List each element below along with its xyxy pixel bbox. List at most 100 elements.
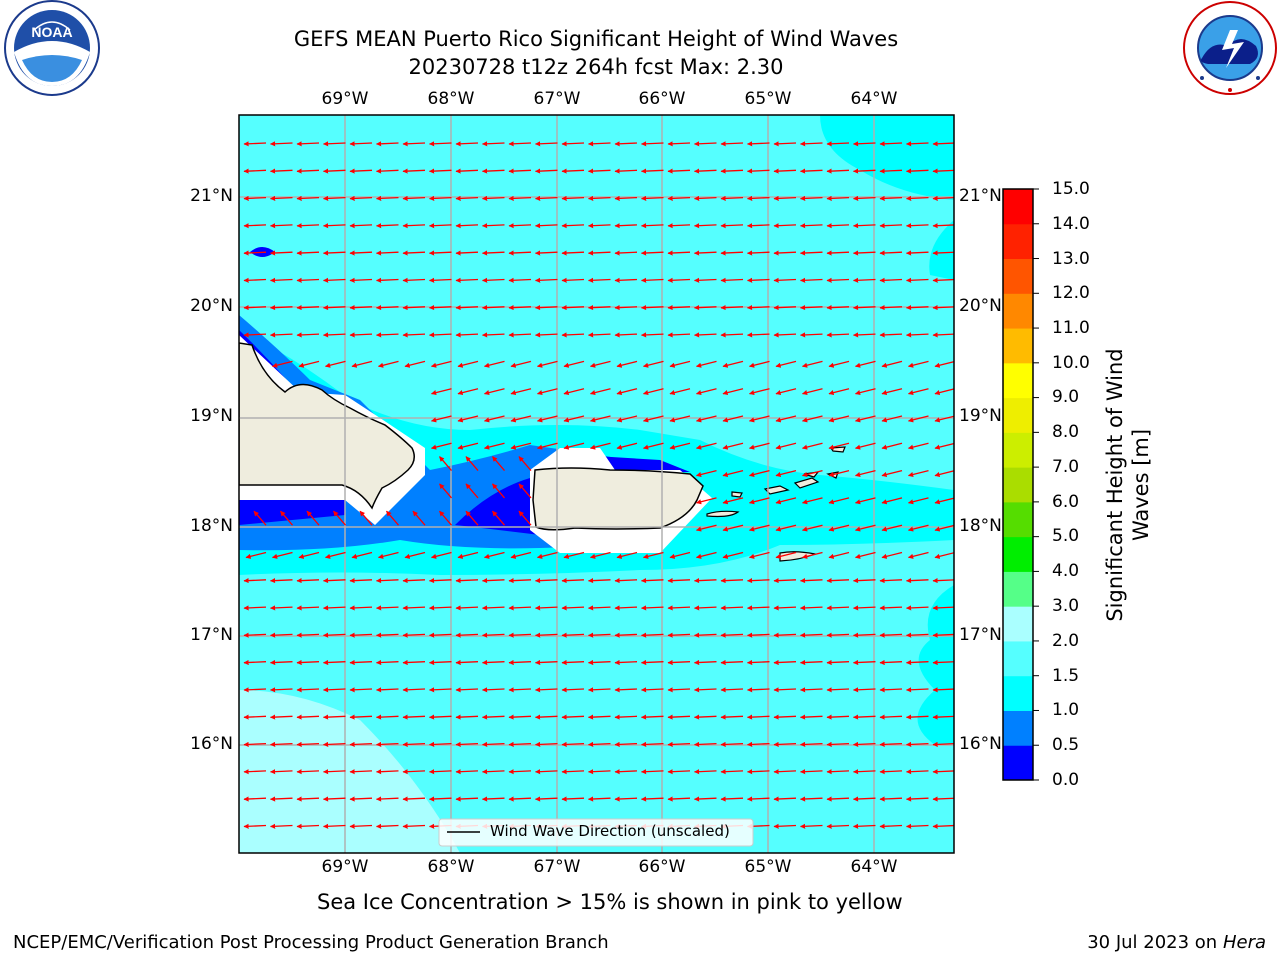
wind-wave-arrow xyxy=(642,442,664,450)
wind-wave-arrow xyxy=(296,823,320,829)
wind-wave-arrow xyxy=(826,823,850,829)
wind-wave-arrow xyxy=(508,250,532,256)
wind-wave-arrow xyxy=(269,659,293,666)
wind-wave-arrow xyxy=(799,195,823,201)
wind-wave-arrow xyxy=(402,741,426,747)
wind-wave-arrow xyxy=(269,332,293,338)
wind-wave-arrow xyxy=(614,168,638,174)
wind-wave-arrow xyxy=(826,714,850,720)
wind-wave-arrow xyxy=(428,605,452,611)
wind-wave-arrow xyxy=(746,741,770,747)
wind-wave-arrow xyxy=(402,141,426,147)
wind-wave-arrow xyxy=(402,687,426,693)
wind-wave-arrow xyxy=(324,551,346,559)
wind-wave-arrow xyxy=(640,687,664,693)
wind-wave-arrow xyxy=(640,714,664,720)
wind-wave-arrow xyxy=(455,304,479,311)
wind-wave-arrow xyxy=(693,605,717,611)
wind-wave-arrow xyxy=(375,195,399,201)
map-legend xyxy=(438,818,754,847)
chart-subtitle: 20230728 t12z 264h fcst Max: 2.30 xyxy=(408,55,784,79)
wind-wave-arrow xyxy=(852,769,876,775)
wind-wave-arrow xyxy=(881,497,903,505)
wind-wave-arrow xyxy=(351,360,373,368)
wind-wave-arrow xyxy=(428,714,452,720)
wind-wave-arrow xyxy=(271,551,293,559)
colorbar-tick: 15.0 xyxy=(1052,179,1090,199)
wind-wave-arrow xyxy=(534,223,558,229)
wind-wave-arrow xyxy=(642,415,664,423)
wind-wave-arrow xyxy=(720,605,744,611)
wind-wave-arrow xyxy=(640,577,664,584)
wind-wave-arrow xyxy=(854,469,876,477)
wind-wave-arrow xyxy=(428,577,452,584)
lon-tick-top: 66°W xyxy=(638,89,686,109)
wind-wave-arrow xyxy=(481,796,505,802)
wind-wave-arrow xyxy=(695,469,717,477)
wind-wave-arrow xyxy=(879,304,903,311)
wind-wave-arrow xyxy=(587,741,611,747)
wind-wave-arrow xyxy=(377,551,399,559)
wind-wave-arrow xyxy=(280,510,293,526)
wind-wave-arrow xyxy=(430,415,452,423)
wind-wave-arrow xyxy=(483,388,505,396)
wind-wave-arrow xyxy=(349,741,373,747)
wind-wave-arrow xyxy=(587,605,611,611)
wind-wave-arrow xyxy=(563,388,585,396)
lon-tick-bottom: 64°W xyxy=(850,857,898,877)
wind-wave-arrow xyxy=(828,415,850,423)
wind-wave-arrow xyxy=(508,605,532,611)
wind-wave-arrow xyxy=(828,524,850,532)
wind-wave-arrow xyxy=(826,168,850,174)
wind-wave-arrow xyxy=(481,741,505,747)
wind-wave-arrow xyxy=(693,141,717,147)
wind-wave-arrow xyxy=(879,823,903,829)
colorbar-label-line1: Significant Height of Wind xyxy=(1103,348,1127,622)
wind-wave-arrow xyxy=(296,223,320,229)
wind-wave-arrow xyxy=(722,497,744,505)
wind-wave-arrow xyxy=(799,605,823,611)
wind-wave-arrow xyxy=(243,168,267,174)
wind-wave-arrow xyxy=(801,497,823,505)
wind-wave-arrow xyxy=(720,632,744,638)
wind-wave-arrow xyxy=(534,250,558,256)
wind-wave-arrow xyxy=(465,456,479,472)
colorbar-tick: 6.0 xyxy=(1052,492,1080,512)
colorbar-bin xyxy=(1003,397,1033,433)
wind-wave-arrow xyxy=(243,769,267,775)
wind-wave-arrow xyxy=(695,442,717,450)
wind-wave-arrow xyxy=(932,577,954,584)
wind-wave-arrow xyxy=(455,769,479,775)
lon-tick-bottom: 67°W xyxy=(533,857,581,877)
wind-wave-arrow xyxy=(773,577,797,584)
wind-wave-arrow xyxy=(746,141,770,147)
wind-wave-arrow xyxy=(826,577,850,584)
wind-wave-arrow xyxy=(439,483,452,499)
wind-wave-arrow xyxy=(322,250,346,256)
lon-tick-bottom: 68°W xyxy=(427,857,475,877)
wind-wave-arrow xyxy=(269,304,293,311)
wind-wave-arrow xyxy=(905,659,929,666)
wind-wave-arrow xyxy=(428,687,452,693)
wind-wave-arrow xyxy=(748,442,770,450)
wind-wave-arrow xyxy=(243,714,267,720)
wind-wave-arrow xyxy=(828,388,850,396)
wind-wave-arrow xyxy=(799,741,823,747)
wind-wave-arrow xyxy=(826,659,850,666)
wind-wave-arrow xyxy=(322,605,346,611)
wind-wave-arrow xyxy=(905,632,929,638)
wind-wave-arrow xyxy=(402,714,426,720)
wind-wave-arrow xyxy=(879,632,903,638)
wind-wave-arrow xyxy=(587,687,611,693)
wind-wave-arrow xyxy=(349,659,373,666)
wind-wave-arrow xyxy=(720,223,744,229)
wind-wave-arrow xyxy=(799,223,823,229)
wind-wave-arrow xyxy=(349,195,373,201)
footer-date: 30 Jul 2023 on xyxy=(1087,932,1223,953)
wind-wave-arrow xyxy=(801,442,823,450)
wind-wave-arrow xyxy=(534,632,558,638)
wind-wave-arrow xyxy=(508,632,532,638)
wind-wave-arrow xyxy=(693,769,717,775)
wind-wave-arrow xyxy=(534,577,558,584)
colorbar-bin xyxy=(1003,467,1033,503)
